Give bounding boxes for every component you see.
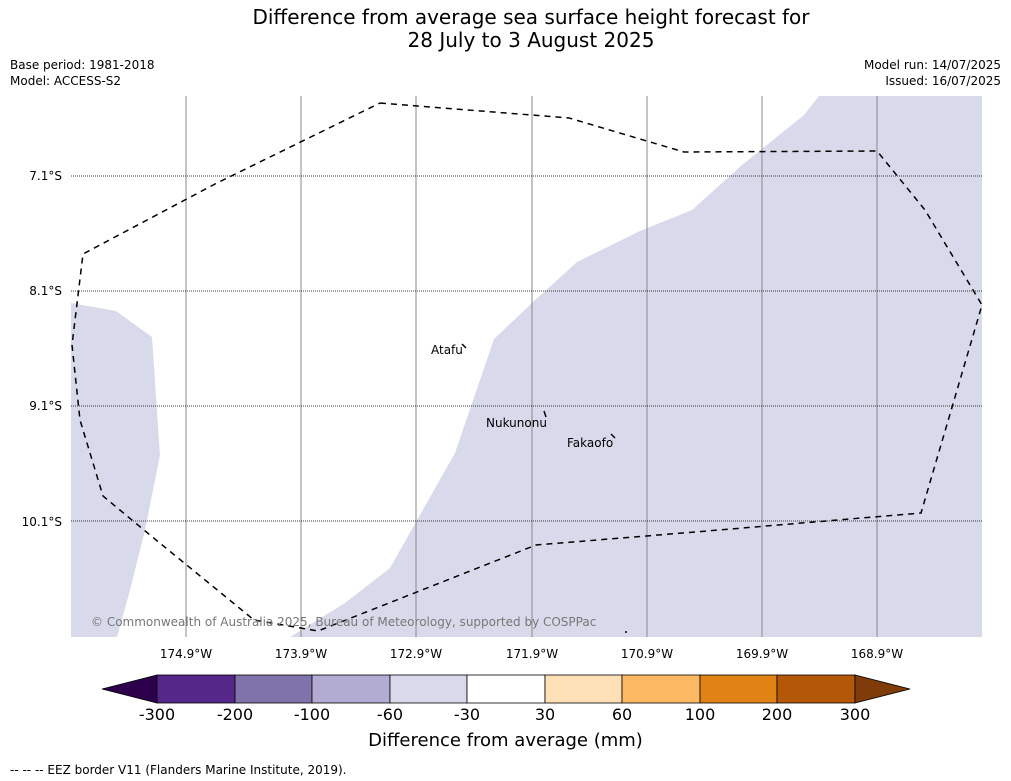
lat-label: 8.1°S	[29, 284, 62, 298]
colorbar-tick: 200	[761, 705, 793, 724]
colorbar-bin	[776, 674, 856, 704]
colorbar-tick: -30	[453, 705, 481, 724]
colorbar-bin	[466, 674, 546, 704]
title-line-2: 28 July to 3 August 2025	[407, 28, 655, 52]
anomaly-region-east	[290, 96, 982, 637]
atafu-island-icon	[461, 343, 467, 349]
colorbar-extend-high	[854, 674, 911, 704]
anomaly-region-west	[71, 303, 160, 637]
colorbar-bin	[156, 674, 236, 704]
lon-label: 172.9°W	[389, 647, 443, 661]
colorbar-bin	[311, 674, 391, 704]
model-run: Model run: 14/07/2025	[863, 58, 1001, 72]
colorbar-title: Difference from average (mm)	[368, 730, 643, 751]
colorbar-tick: -300	[138, 705, 176, 724]
colorbar-bin	[621, 674, 701, 704]
colorbar-bin	[389, 674, 468, 704]
colorbar-bin	[544, 674, 623, 704]
issued-date: Issued: 16/07/2025	[885, 74, 1001, 88]
base-period: Base period: 1981-2018	[10, 58, 155, 72]
colorbar-tick: -100	[293, 705, 331, 724]
place-label-nukunonu: Nukunonu	[486, 416, 547, 430]
eez-footnote: -- -- -- EEZ border V11 (Flanders Marine…	[10, 763, 347, 777]
lat-label: 7.1°S	[29, 169, 62, 183]
small-island-icon	[625, 631, 627, 633]
nukunonu-island-icon	[543, 410, 547, 418]
lon-label: 168.9°W	[850, 647, 904, 661]
lon-label: 170.9°W	[620, 647, 674, 661]
colorbar-tick: -60	[376, 705, 404, 724]
copyright-text: © Commonwealth of Australia 2025, Bureau…	[91, 615, 596, 629]
lat-label: 10.1°S	[21, 515, 62, 529]
lon-label: 174.9°W	[159, 647, 213, 661]
title-line-1: Difference from average sea surface heig…	[252, 5, 810, 29]
lon-label: 171.9°W	[505, 647, 559, 661]
place-label-fakaofo: Fakaofo	[567, 436, 613, 450]
eez-border	[71, 102, 983, 632]
chart-title: Difference from average sea surface heig…	[0, 6, 1011, 52]
fakaofo-island-icon	[610, 433, 616, 439]
meta-left: Base period: 1981-2018 Model: ACCESS-S2	[10, 57, 155, 89]
colorbar-tick: -200	[216, 705, 254, 724]
lon-label: 173.9°W	[274, 647, 328, 661]
model-name: Model: ACCESS-S2	[10, 74, 122, 88]
colorbar-bin	[234, 674, 313, 704]
colorbar-tick: 100	[684, 705, 716, 724]
lon-label: 169.9°W	[735, 647, 789, 661]
colorbar-bin	[699, 674, 778, 704]
colorbar-tick: 30	[534, 705, 556, 724]
colorbar-extend-low	[101, 674, 158, 704]
colorbar-tick: 300	[839, 705, 871, 724]
meta-right: Model run: 14/07/2025 Issued: 16/07/2025	[864, 57, 1001, 89]
lon-gridlines	[185, 96, 878, 637]
colorbar	[101, 674, 911, 704]
place-label-atafu: Atafu	[431, 343, 463, 357]
lat-label: 9.1°S	[29, 399, 62, 413]
colorbar-tick: 60	[611, 705, 633, 724]
